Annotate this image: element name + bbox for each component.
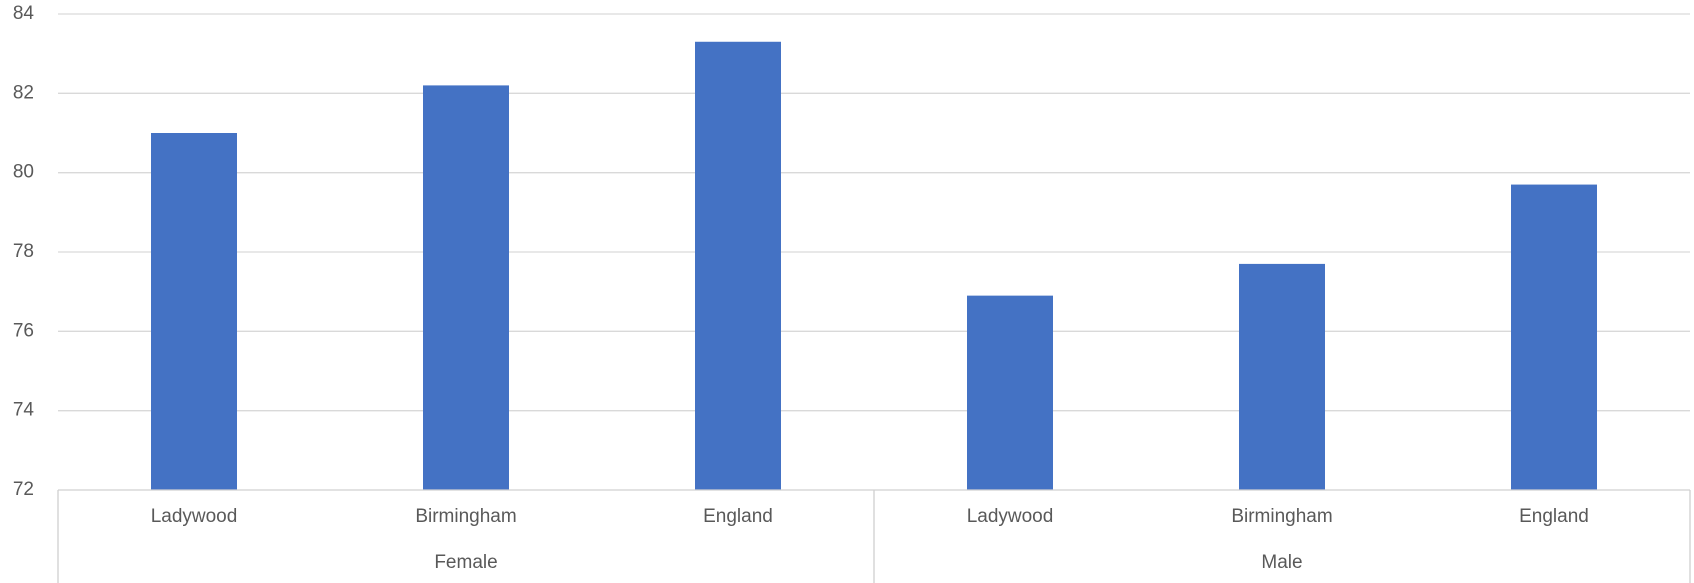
bar-male-england bbox=[1511, 184, 1597, 491]
x-category-label: Birmingham bbox=[415, 506, 516, 527]
gridlines bbox=[58, 13, 1690, 412]
x-category-label: Ladywood bbox=[151, 506, 238, 527]
y-axis-tick-labels: 72 74 76 78 80 82 84 bbox=[13, 3, 35, 500]
y-tick-label: 84 bbox=[13, 3, 35, 24]
bar-male-ladywood bbox=[967, 295, 1053, 490]
bar-female-ladywood bbox=[151, 133, 237, 490]
bar-female-birmingham bbox=[423, 85, 509, 491]
y-tick-label: 74 bbox=[13, 400, 35, 421]
x-group-label: Male bbox=[1261, 552, 1302, 573]
y-tick-label: 76 bbox=[13, 320, 34, 341]
x-category-label: England bbox=[1519, 506, 1589, 527]
y-tick-label: 78 bbox=[13, 241, 34, 262]
x-category-label: England bbox=[703, 506, 773, 527]
x-group-label: Female bbox=[434, 552, 497, 573]
x-category-label: Ladywood bbox=[967, 506, 1054, 527]
bar-female-england bbox=[695, 41, 781, 491]
x-category-label: Birmingham bbox=[1231, 506, 1332, 527]
y-tick-label: 80 bbox=[13, 162, 34, 183]
bars bbox=[151, 41, 1597, 491]
x-axis: Ladywood Birmingham England Ladywood Birming… bbox=[57, 489, 1691, 583]
y-tick-label: 82 bbox=[13, 82, 34, 103]
bar-male-birmingham bbox=[1239, 263, 1325, 490]
y-tick-label: 72 bbox=[13, 479, 34, 500]
